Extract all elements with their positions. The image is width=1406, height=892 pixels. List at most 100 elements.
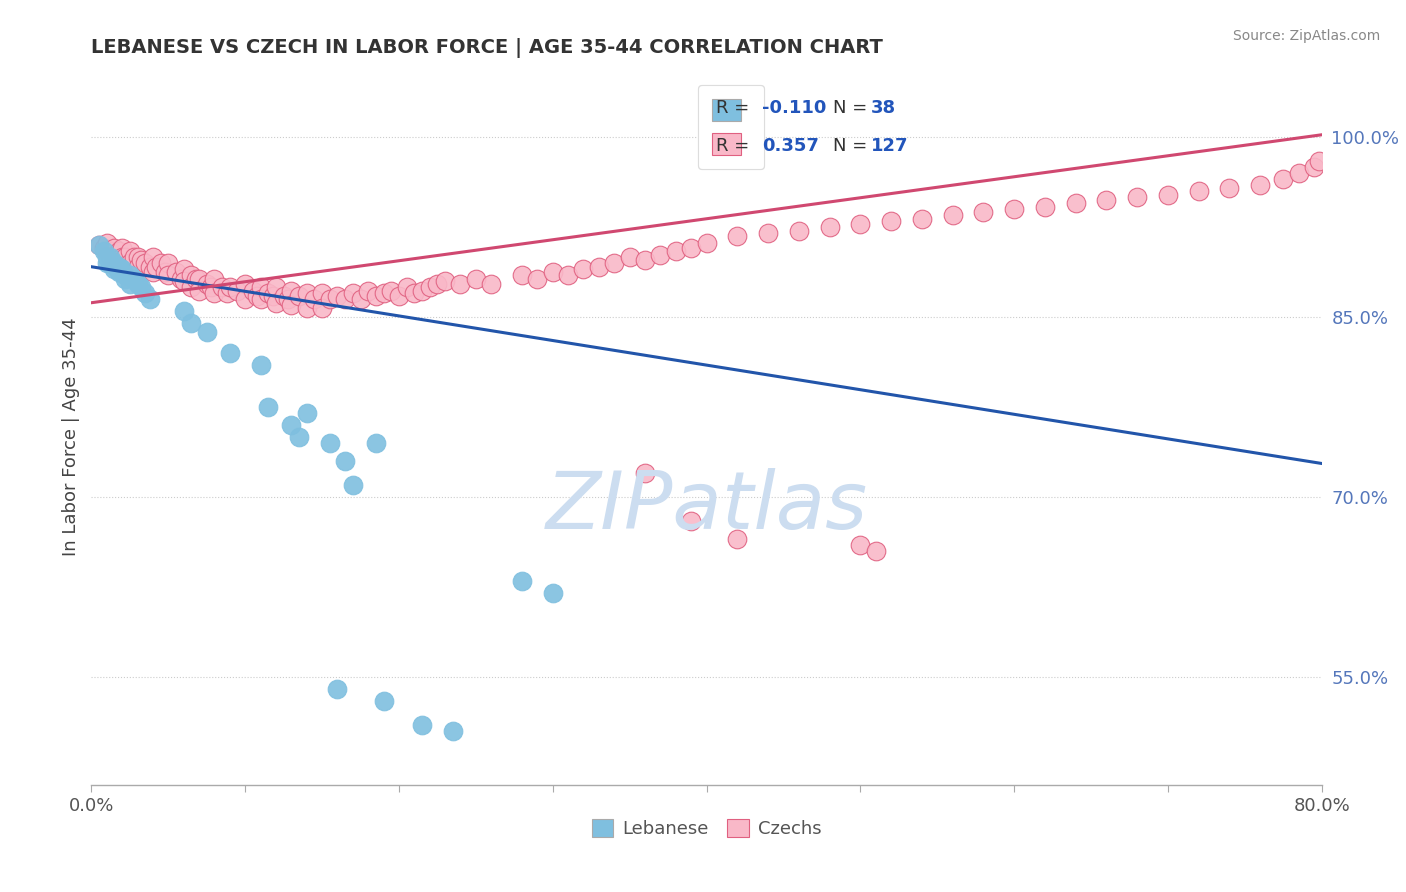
Point bbox=[280, 284, 302, 298]
Text: 38: 38 bbox=[870, 99, 896, 117]
Point bbox=[1095, 193, 1118, 207]
Point bbox=[118, 268, 141, 282]
Point bbox=[849, 217, 872, 231]
Point bbox=[105, 260, 127, 274]
Point bbox=[188, 284, 211, 298]
Point bbox=[96, 235, 118, 250]
Point bbox=[541, 264, 564, 278]
Point bbox=[277, 292, 299, 306]
Point bbox=[1308, 154, 1330, 169]
Point bbox=[108, 244, 131, 259]
Point bbox=[129, 252, 152, 267]
Point bbox=[288, 288, 311, 302]
Point bbox=[111, 262, 134, 277]
Point bbox=[865, 544, 887, 558]
Point bbox=[96, 256, 118, 270]
Point bbox=[180, 280, 202, 294]
Point bbox=[108, 256, 131, 270]
Point bbox=[326, 288, 349, 302]
Point bbox=[98, 256, 121, 270]
Point bbox=[139, 260, 162, 274]
Point bbox=[681, 241, 703, 255]
Point bbox=[257, 400, 280, 414]
Point bbox=[173, 262, 195, 277]
Point bbox=[127, 277, 149, 291]
Point bbox=[103, 241, 125, 255]
Point bbox=[134, 256, 156, 270]
Point bbox=[541, 586, 564, 600]
Point bbox=[108, 264, 131, 278]
Point bbox=[118, 244, 141, 259]
Point bbox=[218, 346, 240, 360]
Point bbox=[1249, 178, 1271, 193]
Point bbox=[264, 295, 287, 310]
Point bbox=[510, 574, 533, 588]
Point bbox=[157, 256, 180, 270]
Point bbox=[145, 260, 167, 274]
Point bbox=[311, 301, 333, 315]
Point bbox=[280, 418, 302, 433]
Point bbox=[118, 277, 141, 291]
Point bbox=[357, 284, 380, 298]
Point bbox=[333, 292, 356, 306]
Point bbox=[1002, 202, 1025, 216]
Text: LEBANESE VS CZECH IN LABOR FORCE | AGE 35-44 CORRELATION CHART: LEBANESE VS CZECH IN LABOR FORCE | AGE 3… bbox=[91, 38, 883, 58]
Point bbox=[1187, 184, 1209, 198]
Point bbox=[510, 268, 533, 282]
Point bbox=[114, 250, 136, 264]
Point bbox=[426, 277, 449, 291]
Point bbox=[124, 250, 146, 264]
Point bbox=[364, 288, 387, 302]
Point bbox=[249, 292, 271, 306]
Point bbox=[380, 284, 402, 298]
Text: N =: N = bbox=[832, 137, 873, 155]
Point bbox=[681, 514, 703, 528]
Point bbox=[725, 228, 748, 243]
Point bbox=[101, 256, 124, 270]
Point bbox=[479, 277, 502, 291]
Point bbox=[180, 268, 202, 282]
Text: ZIPatlas: ZIPatlas bbox=[546, 467, 868, 546]
Point bbox=[264, 280, 287, 294]
Point bbox=[333, 454, 356, 468]
Point bbox=[650, 248, 672, 262]
Point bbox=[756, 226, 779, 240]
Point bbox=[103, 252, 125, 267]
Point bbox=[242, 284, 264, 298]
Point bbox=[195, 325, 218, 339]
Point bbox=[142, 250, 165, 264]
Point bbox=[262, 288, 284, 302]
Point bbox=[404, 286, 426, 301]
Point bbox=[634, 466, 657, 480]
Text: -0.110: -0.110 bbox=[762, 99, 827, 117]
Point bbox=[319, 436, 342, 450]
Point bbox=[103, 256, 125, 270]
Point bbox=[184, 271, 207, 285]
Point bbox=[114, 268, 136, 282]
Point bbox=[134, 286, 156, 301]
Point bbox=[111, 264, 134, 278]
Point bbox=[288, 430, 311, 444]
Point bbox=[165, 264, 187, 278]
Point bbox=[395, 280, 418, 294]
Point bbox=[349, 292, 371, 306]
Point bbox=[572, 262, 595, 277]
Point bbox=[127, 260, 149, 274]
Point bbox=[87, 238, 110, 252]
Point bbox=[419, 280, 441, 294]
Point bbox=[434, 274, 457, 288]
Point bbox=[1157, 187, 1180, 202]
Point bbox=[311, 286, 333, 301]
Point bbox=[257, 286, 280, 301]
Point bbox=[911, 211, 934, 226]
Text: Source: ZipAtlas.com: Source: ZipAtlas.com bbox=[1233, 29, 1381, 43]
Point bbox=[634, 252, 657, 267]
Point bbox=[139, 292, 162, 306]
Point bbox=[295, 286, 318, 301]
Point bbox=[1033, 200, 1056, 214]
Point bbox=[246, 288, 269, 302]
Point bbox=[603, 256, 626, 270]
Point bbox=[818, 220, 841, 235]
Point bbox=[233, 277, 256, 291]
Point bbox=[373, 694, 395, 708]
